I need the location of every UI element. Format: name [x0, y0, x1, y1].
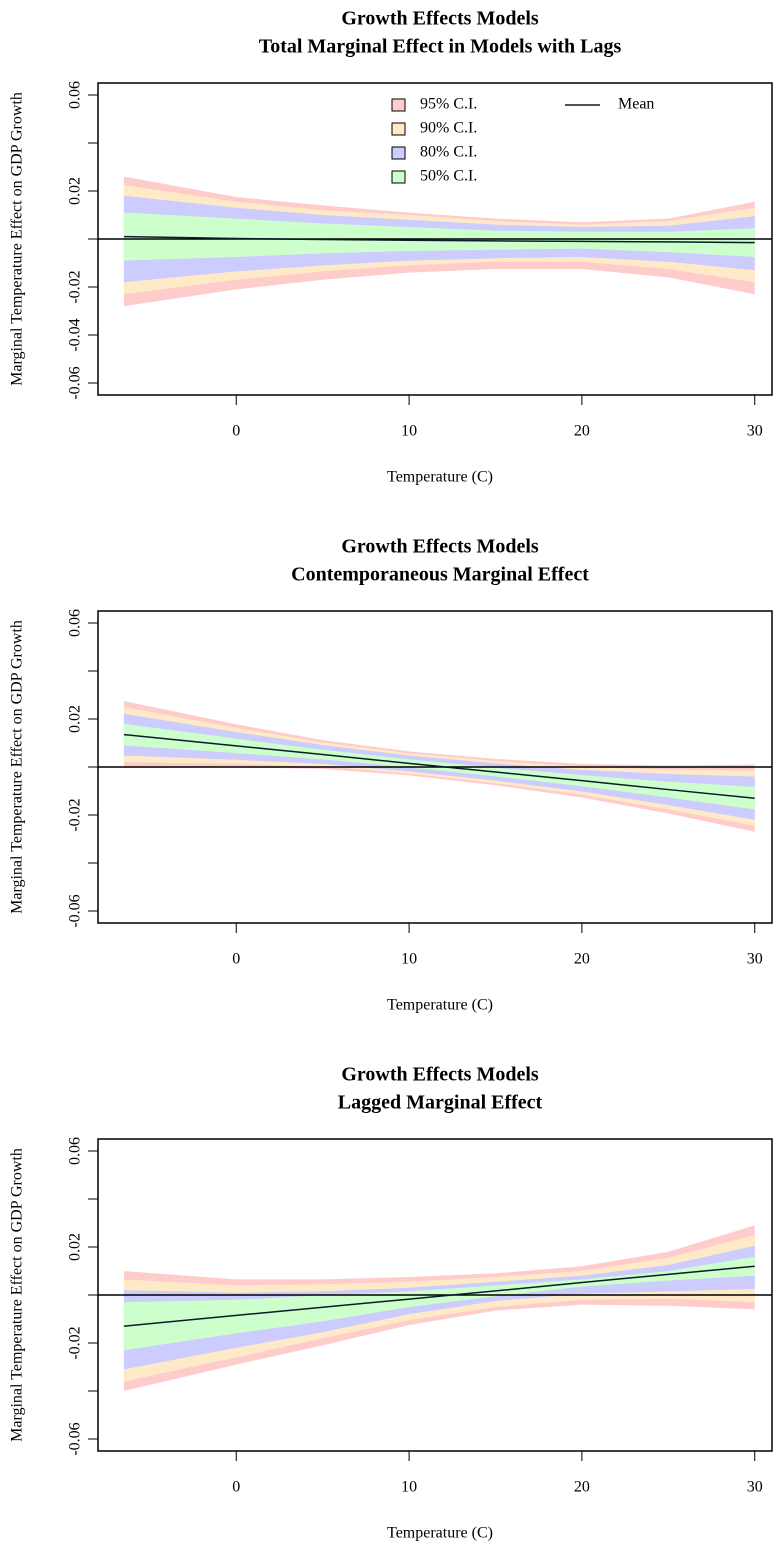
legend-label: 50% C.I. — [420, 168, 477, 185]
y-tick-label: -0.06 — [67, 1422, 84, 1455]
y-tick-label: 0.02 — [67, 177, 84, 205]
chart-subtitle: Total Marginal Effect in Models with Lag… — [259, 36, 622, 58]
x-tick-label: 30 — [747, 1479, 763, 1496]
chart-subtitle: Contemporaneous Marginal Effect — [291, 564, 589, 586]
x-tick-label: 10 — [401, 1479, 417, 1496]
y-tick-label: 0.06 — [67, 81, 84, 109]
ci-band — [123, 1256, 755, 1351]
x-axis-label: Temperature (C) — [387, 1525, 493, 1542]
x-tick-label: 10 — [401, 951, 417, 968]
y-tick-label: -0.04 — [67, 318, 84, 351]
x-tick-label: 0 — [232, 951, 240, 968]
x-tick-label: 20 — [574, 951, 590, 968]
chart-title: Growth Effects Models — [341, 1064, 539, 1086]
x-tick-label: 0 — [232, 423, 240, 440]
legend-label: Mean — [618, 96, 654, 113]
y-tick-label: 0.06 — [67, 609, 84, 637]
mean-line — [123, 235, 755, 244]
legend-swatch — [391, 122, 406, 136]
y-axis-label: Marginal Temperature Effect on GDP Growt… — [9, 92, 26, 386]
ci-band — [123, 212, 755, 261]
y-axis-label: Marginal Temperature Effect on GDP Growt… — [9, 620, 26, 914]
y-tick-label: 0.02 — [67, 705, 84, 733]
x-tick-label: 30 — [747, 951, 763, 968]
legend-label: 90% C.I. — [420, 120, 477, 137]
x-tick-label: 20 — [574, 1479, 590, 1496]
mean-line — [123, 733, 755, 799]
x-axis-label: Temperature (C) — [387, 997, 493, 1014]
x-tick-label: 30 — [747, 423, 763, 440]
legend-swatch — [391, 170, 406, 184]
y-tick-label: 0.06 — [67, 1137, 84, 1165]
x-tick-label: 10 — [401, 423, 417, 440]
legend-swatch — [391, 146, 406, 160]
y-tick-label: -0.02 — [67, 798, 84, 831]
y-axis-label: Marginal Temperature Effect on GDP Growt… — [9, 1148, 26, 1442]
legend-swatch — [391, 98, 406, 112]
legend-label: 80% C.I. — [420, 144, 477, 161]
chart-title: Growth Effects Models — [341, 8, 539, 30]
y-tick-label: -0.06 — [67, 366, 84, 399]
x-tick-label: 20 — [574, 423, 590, 440]
chart-subtitle: Lagged Marginal Effect — [338, 1092, 543, 1114]
y-tick-label: 0.02 — [67, 1233, 84, 1261]
chart-title: Growth Effects Models — [341, 536, 539, 558]
x-axis-label: Temperature (C) — [387, 469, 493, 486]
mean-line — [123, 1265, 755, 1327]
x-tick-label: 0 — [232, 1479, 240, 1496]
legend-label: 95% C.I. — [420, 96, 477, 113]
ci-band — [123, 1245, 755, 1370]
y-tick-label: -0.02 — [67, 270, 84, 303]
y-tick-label: -0.06 — [67, 894, 84, 927]
y-tick-label: -0.02 — [67, 1326, 84, 1359]
